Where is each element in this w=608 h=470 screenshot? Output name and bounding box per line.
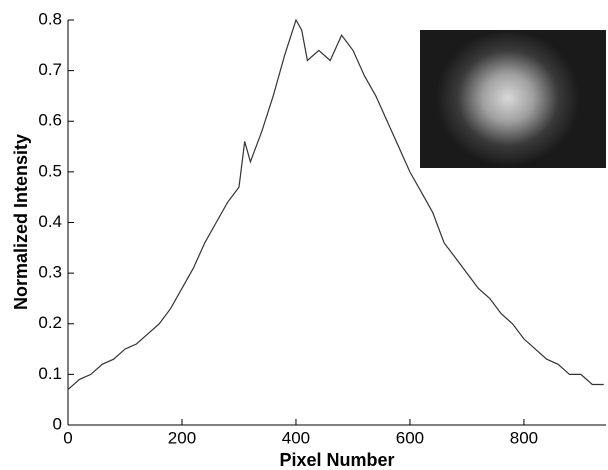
y-tick-label: 0.2 [38, 313, 62, 332]
y-tick-label: 0 [53, 414, 62, 433]
x-axis-label: Pixel Number [279, 450, 394, 470]
inset-image [420, 30, 606, 168]
x-tick-label: 200 [168, 428, 196, 447]
y-tick-label: 0.7 [38, 60, 62, 79]
y-tick-label: 0.3 [38, 263, 62, 282]
y-tick-label: 0.4 [38, 212, 62, 231]
y-tick-label: 0.1 [38, 364, 62, 383]
y-tick-label: 0.6 [38, 111, 62, 130]
y-axis-label: Normalized Intensity [11, 134, 31, 310]
data-line [67, 18, 604, 391]
x-tick-label: 400 [282, 428, 310, 447]
x-tick-label: 0 [63, 428, 72, 447]
x-tick-label: 600 [396, 428, 424, 447]
x-tick-label: 800 [510, 428, 538, 447]
y-tick-label: 0.5 [38, 161, 62, 180]
y-tick-label: 0.8 [38, 9, 62, 28]
